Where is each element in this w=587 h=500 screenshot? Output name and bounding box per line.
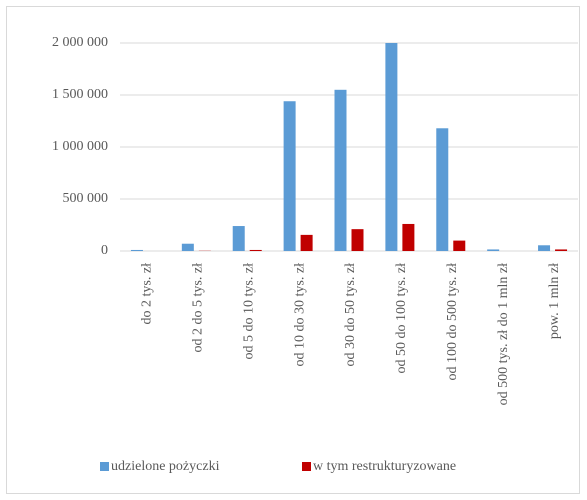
x-tick-label: od 5 do 10 tys. zł [241, 263, 256, 360]
x-tick-label: od 50 do 100 tys. zł [394, 263, 409, 374]
bar [487, 249, 500, 251]
bar [249, 249, 262, 251]
bar [436, 128, 449, 251]
bar [181, 243, 194, 251]
legend-swatch [100, 462, 109, 471]
x-tick-label: od 30 do 50 tys. zł [343, 263, 358, 367]
bar [232, 226, 245, 251]
y-tick-label: 500 000 [63, 191, 109, 206]
x-tick-label: od 10 do 30 tys. zł [292, 263, 307, 367]
bar [130, 249, 143, 251]
bar [351, 229, 364, 251]
x-tick-label: do 2 tys. zł [140, 263, 155, 325]
legend-swatch [302, 462, 311, 471]
y-tick-label: 1 000 000 [52, 139, 108, 154]
bar [385, 43, 398, 251]
x-tick-label: od 500 tys. zł do 1 mln zł [496, 263, 511, 405]
y-tick-label: 2 000 000 [52, 35, 108, 50]
y-tick-label: 0 [101, 243, 108, 258]
x-tick-label: pow. 1 mln zł [547, 263, 562, 339]
y-tick-label: 1 500 000 [52, 87, 108, 102]
bar [334, 89, 347, 251]
x-tick-label: od 2 do 5 tys. zł [191, 263, 206, 353]
bar [453, 240, 466, 251]
legend-label: w tym restrukturyzowane [313, 459, 456, 474]
bar [402, 223, 415, 251]
x-tick-label: od 100 do 500 tys. zł [445, 263, 460, 381]
bar [300, 234, 313, 251]
legend-label: udzielone pożyczki [111, 459, 220, 474]
bar [538, 245, 551, 251]
bar [555, 249, 568, 251]
bar [283, 101, 296, 252]
